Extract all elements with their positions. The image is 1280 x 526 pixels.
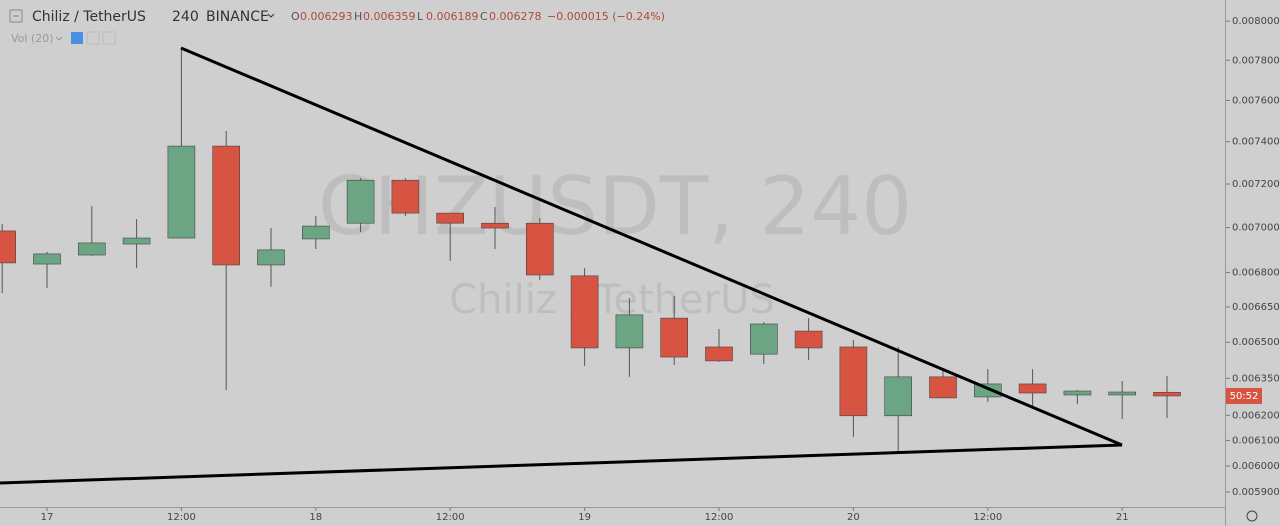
candle-body [749, 323, 778, 355]
y-tick-label: 0.006000 [1232, 461, 1280, 472]
y-tick-label: 0.007400 [1232, 137, 1280, 148]
candle-body [167, 145, 196, 239]
y-tick-label: 0.006650 [1232, 302, 1280, 313]
y-tick-label: 0.006100 [1232, 435, 1280, 446]
candle-body [839, 346, 868, 417]
candle-body [481, 222, 509, 229]
y-tick-label: 0.008000 [1232, 16, 1280, 27]
candle-body [0, 230, 16, 264]
x-tick-label: 19 [578, 512, 591, 523]
settings-icon[interactable] [1246, 510, 1258, 522]
exchange[interactable]: BINANCE [206, 9, 269, 25]
ohlc-label: L [417, 10, 424, 23]
candle-body [660, 317, 689, 358]
x-tick-label: 20 [847, 512, 860, 523]
ohlc-label: O [291, 10, 300, 23]
price-badge-text: 50:52 [1230, 391, 1259, 402]
y-tick-label: 0.006800 [1232, 267, 1280, 278]
candle-body [929, 376, 957, 399]
price-badge [1226, 387, 1262, 404]
settings-button[interactable] [86, 31, 100, 45]
candle-body [1153, 391, 1181, 397]
y-tick-label: 0.007000 [1232, 223, 1280, 234]
interval[interactable]: 240 [172, 9, 199, 25]
candle-body [570, 275, 599, 349]
collapse-button[interactable] [9, 9, 23, 23]
x-tick-label: 12:00 [705, 512, 734, 523]
x-tick-label: 12:00 [167, 512, 196, 523]
ohlc-value: 0.006278 [489, 10, 542, 23]
y-tick-label: 0.007200 [1232, 179, 1280, 190]
candle-body [973, 383, 1002, 398]
y-tick-label: 0.006200 [1232, 410, 1280, 421]
ohlc-value: 0.006359 [363, 10, 416, 23]
x-tick-label: 17 [41, 512, 54, 523]
candle-body [884, 376, 913, 417]
y-tick-label: 0.006350 [1232, 373, 1280, 384]
ohlc-label: H [354, 10, 362, 23]
y-tick-label: 0.007800 [1232, 55, 1280, 66]
candle-body [301, 225, 330, 240]
remove-button[interactable] [102, 31, 116, 45]
trendline [0, 443, 1123, 485]
visibility-button[interactable] [71, 32, 83, 44]
candle-body [1018, 383, 1047, 394]
change: −0.000015 (−0.24%) [547, 10, 665, 23]
x-tick-label: 21 [1116, 512, 1129, 523]
candle-body [391, 179, 420, 214]
candle-body [257, 249, 285, 266]
candle-body [212, 145, 240, 266]
candle-body [122, 237, 151, 245]
candle-body [33, 253, 61, 265]
candle-body [525, 222, 554, 276]
candle-body [346, 179, 375, 224]
volume-label[interactable]: Vol (20) [11, 32, 54, 45]
y-tick-label: 0.007600 [1232, 95, 1280, 106]
candle-body [436, 212, 465, 224]
dropdown-caret[interactable] [267, 13, 275, 18]
watermark: Chiliz / TetherUS [449, 277, 775, 323]
candle-body [705, 346, 733, 362]
y-tick-label: 0.006500 [1232, 337, 1280, 348]
trendline [180, 46, 1123, 447]
x-tick-label: 12:00 [973, 512, 1002, 523]
y-tick-label: 0.005900 [1232, 487, 1280, 498]
candle-body [1063, 390, 1092, 396]
x-tick-label: 12:00 [436, 512, 465, 523]
candle-body [794, 330, 823, 349]
ohlc-label: C [480, 10, 488, 23]
candle-body [78, 242, 106, 256]
x-tick-label: 18 [309, 512, 322, 523]
ohlc-value: 0.006189 [426, 10, 479, 23]
candle-body [1108, 391, 1136, 396]
dropdown-caret[interactable] [55, 36, 63, 41]
candle-body [615, 314, 644, 349]
symbol[interactable]: Chiliz / TetherUS [32, 9, 146, 25]
ohlc-value: 0.006293 [300, 10, 353, 23]
